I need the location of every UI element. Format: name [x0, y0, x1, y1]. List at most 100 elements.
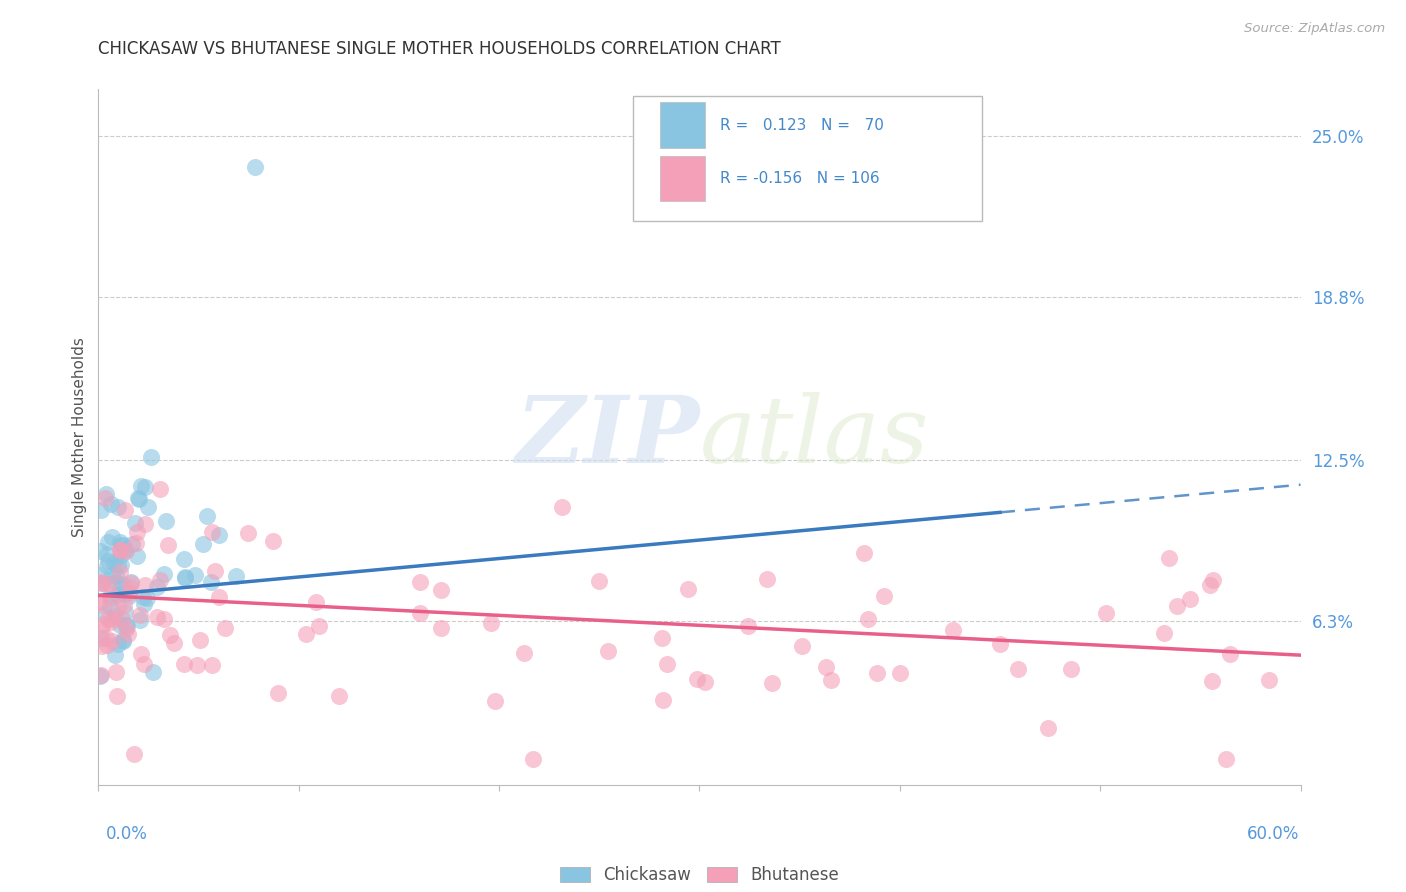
Chickasaw — [110, 558, 132, 573]
Bhutanese — [111, 611, 134, 625]
Bhutanese — [676, 582, 699, 596]
Chickasaw — [103, 555, 125, 569]
Chickasaw — [142, 665, 165, 679]
Bhutanese — [409, 606, 432, 620]
Text: atlas: atlas — [699, 392, 929, 482]
Bhutanese — [134, 517, 156, 532]
Bhutanese — [90, 668, 112, 682]
Chickasaw — [111, 538, 134, 552]
Bhutanese — [149, 574, 172, 588]
Bhutanese — [89, 575, 111, 590]
Bhutanese — [97, 612, 120, 626]
Text: 60.0%: 60.0% — [1247, 825, 1299, 843]
Chickasaw — [138, 500, 160, 515]
Chickasaw — [111, 576, 134, 591]
Chickasaw — [131, 478, 153, 492]
Bhutanese — [1095, 606, 1118, 620]
Chickasaw — [146, 580, 169, 594]
Chickasaw — [114, 542, 136, 557]
Chickasaw — [108, 535, 131, 549]
Bhutanese — [98, 588, 121, 602]
Chickasaw — [114, 606, 136, 620]
Bhutanese — [156, 538, 179, 552]
Bhutanese — [107, 599, 129, 614]
Bhutanese — [101, 633, 124, 648]
Legend: Chickasaw, Bhutanese: Chickasaw, Bhutanese — [560, 866, 839, 885]
Chickasaw — [97, 554, 120, 568]
Bhutanese — [657, 657, 679, 672]
FancyBboxPatch shape — [659, 103, 706, 148]
Bhutanese — [159, 628, 181, 642]
Chickasaw — [174, 571, 197, 585]
Bhutanese — [1060, 662, 1083, 676]
Bhutanese — [125, 536, 148, 550]
Bhutanese — [114, 623, 136, 637]
Bhutanese — [115, 544, 138, 558]
Text: CHICKASAW VS BHUTANESE SINGLE MOTHER HOUSEHOLDS CORRELATION CHART: CHICKASAW VS BHUTANESE SINGLE MOTHER HOU… — [98, 40, 782, 58]
Bhutanese — [988, 637, 1011, 651]
Text: Source: ZipAtlas.com: Source: ZipAtlas.com — [1244, 22, 1385, 36]
Bhutanese — [214, 621, 236, 635]
Bhutanese — [551, 500, 574, 515]
Chickasaw — [115, 619, 138, 633]
Chickasaw — [97, 535, 120, 549]
Bhutanese — [295, 627, 318, 641]
Bhutanese — [163, 636, 186, 650]
Bhutanese — [201, 657, 224, 672]
Chickasaw — [90, 575, 112, 590]
Bhutanese — [110, 565, 132, 579]
Bhutanese — [1199, 578, 1222, 592]
Chickasaw — [89, 567, 111, 582]
Bhutanese — [173, 657, 195, 671]
Bhutanese — [820, 673, 842, 688]
Bhutanese — [208, 590, 231, 604]
Bhutanese — [1219, 647, 1241, 661]
Chickasaw — [184, 567, 207, 582]
Bhutanese — [761, 676, 783, 690]
Bhutanese — [889, 665, 911, 680]
Bhutanese — [118, 580, 141, 594]
Bhutanese — [190, 632, 212, 647]
Chickasaw — [112, 633, 135, 648]
Bhutanese — [112, 599, 135, 613]
Chickasaw — [107, 500, 129, 514]
Bhutanese — [858, 612, 880, 626]
Bhutanese — [101, 612, 124, 626]
Bhutanese — [866, 665, 889, 680]
Bhutanese — [125, 525, 148, 540]
Bhutanese — [132, 657, 155, 671]
Bhutanese — [942, 623, 965, 637]
Bhutanese — [1157, 551, 1180, 566]
Bhutanese — [308, 619, 330, 633]
Bhutanese — [1007, 662, 1029, 676]
Chickasaw — [127, 491, 149, 505]
Bhutanese — [588, 574, 610, 588]
Chickasaw — [94, 487, 117, 501]
Chickasaw — [93, 607, 115, 621]
Chickasaw — [141, 450, 163, 465]
Bhutanese — [328, 689, 350, 703]
Bhutanese — [430, 621, 453, 635]
Bhutanese — [429, 583, 451, 598]
Bhutanese — [98, 576, 121, 591]
Bhutanese — [409, 575, 432, 590]
Text: 0.0%: 0.0% — [105, 825, 148, 843]
Bhutanese — [117, 627, 139, 641]
Chickasaw — [225, 569, 247, 583]
Bhutanese — [484, 694, 506, 708]
Chickasaw — [101, 530, 124, 544]
Bhutanese — [201, 525, 224, 540]
Chickasaw — [174, 570, 197, 584]
Bhutanese — [737, 618, 759, 632]
Bhutanese — [153, 612, 176, 626]
Chickasaw — [173, 552, 195, 566]
Bhutanese — [513, 646, 536, 660]
Chickasaw — [100, 498, 122, 512]
Text: R = -0.156   N = 106: R = -0.156 N = 106 — [720, 171, 880, 186]
Chickasaw — [104, 608, 127, 623]
Chickasaw — [107, 588, 129, 602]
Chickasaw — [104, 648, 127, 663]
Chickasaw — [104, 568, 127, 582]
Chickasaw — [104, 574, 127, 589]
Bhutanese — [90, 576, 112, 591]
